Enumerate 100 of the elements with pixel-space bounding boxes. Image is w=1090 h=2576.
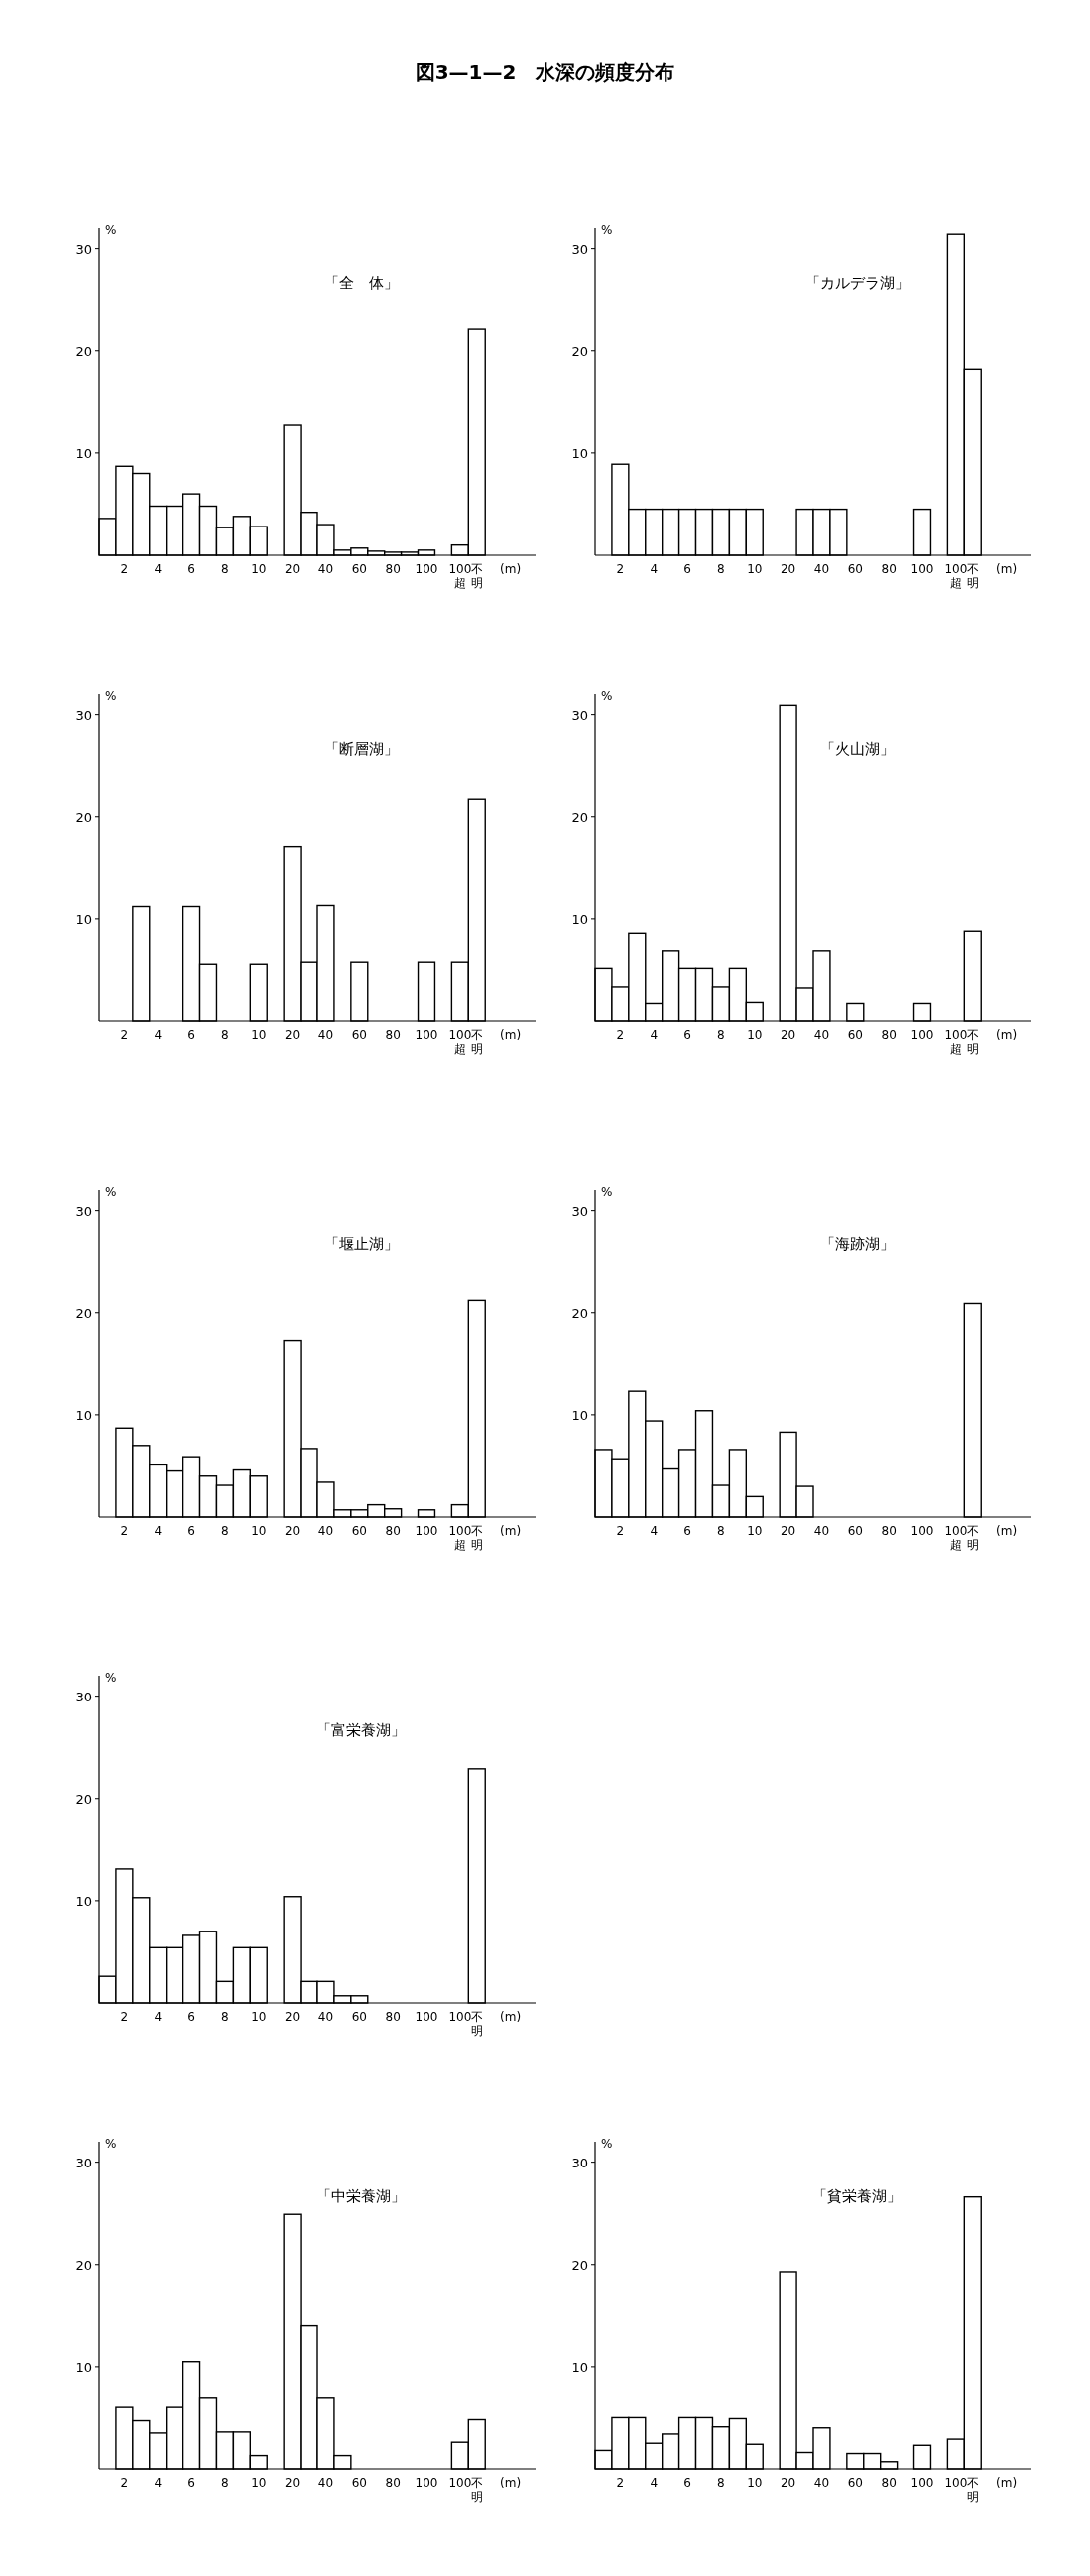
x-axis-title: (m) [500, 1524, 522, 1538]
x-tick-label: 不明 [966, 2476, 979, 2505]
x-tick-label: 80 [385, 2476, 401, 2490]
x-tick-label: 6 [683, 1028, 691, 1042]
x-axis-title: (m) [500, 2010, 522, 2024]
x-tick-label: 40 [813, 2476, 830, 2490]
y-tick-label: 20 [571, 343, 588, 359]
y-tick-label: 30 [571, 2155, 588, 2170]
x-tick-label: 100超 [944, 1028, 968, 1057]
y-tick-label: 20 [571, 1305, 588, 1321]
x-tick-label: 4 [154, 2476, 163, 2490]
x-tick-label: 8 [717, 2476, 725, 2490]
x-tick-label: 4 [650, 1028, 659, 1042]
x-tick-label: 80 [385, 2010, 401, 2024]
x-tick-label: 6 [187, 2476, 195, 2490]
text: 「火山湖」 [819, 740, 895, 758]
x-tick-label: 100 [415, 1524, 438, 1538]
x-tick-label: 20 [780, 562, 796, 576]
x-tick-label: 6 [187, 1028, 195, 1042]
y-tick-label: 20 [75, 809, 92, 825]
y-tick-label: 30 [75, 707, 92, 723]
x-tick-label: 不明 [470, 2010, 483, 2039]
x-tick-label: 不明 [470, 1028, 483, 1057]
y-tick-label: 10 [571, 445, 588, 461]
y-axis-title: % [601, 689, 613, 703]
x-tick-label: 100 [415, 562, 438, 576]
x-tick-label: 100超 [448, 562, 472, 591]
x-tick-label: 2 [616, 2476, 625, 2490]
x-axis-title: (m) [996, 562, 1018, 576]
x-tick-label: 60 [351, 1524, 367, 1538]
x-tick-label: 80 [881, 1028, 897, 1042]
x-tick-label: 100 [910, 1028, 934, 1042]
x-tick-label: 80 [385, 562, 401, 576]
y-tick-label: 10 [571, 1407, 588, 1423]
x-tick-label: 2 [120, 562, 129, 576]
text: 「堰止湖」 [323, 1235, 399, 1253]
x-tick-label: 40 [317, 2010, 334, 2024]
x-tick-label: 100 [910, 562, 934, 576]
y-axis-title: % [601, 2137, 613, 2151]
x-tick-label: 100 [415, 2010, 438, 2024]
y-axis-title: % [105, 223, 117, 237]
x-tick-label: 60 [847, 1028, 863, 1042]
x-tick-label: 60 [847, 562, 863, 576]
y-axis-title: % [105, 689, 117, 703]
x-tick-label: 8 [221, 1028, 229, 1042]
x-tick-label: 60 [847, 1524, 863, 1538]
x-tick-label: 100 [415, 1028, 438, 1042]
x-tick-label: 2 [616, 562, 625, 576]
x-tick-label: 6 [187, 2010, 195, 2024]
y-tick-label: 30 [75, 241, 92, 257]
y-tick-label: 30 [571, 707, 588, 723]
x-tick-label: 80 [881, 1524, 897, 1538]
x-tick-label: 10 [747, 1028, 763, 1042]
y-tick-label: 20 [75, 2257, 92, 2273]
x-axis-title: (m) [500, 562, 522, 576]
x-tick-label: 不明 [470, 1524, 483, 1553]
y-tick-label: 10 [571, 2359, 588, 2375]
x-tick-label: 100 [944, 2476, 968, 2490]
x-tick-label: 2 [120, 1524, 129, 1538]
x-tick-label: 100 [910, 1524, 934, 1538]
x-tick-label: 20 [284, 1524, 301, 1538]
text: 「カルデラ湖」 [804, 274, 909, 292]
x-tick-label: 10 [251, 562, 267, 576]
y-axis-title: % [601, 223, 613, 237]
x-tick-label: 100超 [944, 562, 968, 591]
x-tick-label: 2 [616, 1028, 625, 1042]
y-axis-title: % [105, 1671, 117, 1685]
y-tick-label: 10 [75, 445, 92, 461]
x-tick-label: 8 [717, 1524, 725, 1538]
x-tick-label: 100 [448, 2010, 472, 2024]
x-tick-label: 10 [747, 2476, 763, 2490]
x-tick-label: 20 [284, 2476, 301, 2490]
x-tick-label: 4 [154, 1028, 163, 1042]
x-tick-label: 80 [385, 1524, 401, 1538]
text: 「貧栄養湖」 [812, 2187, 902, 2205]
x-tick-label: 8 [717, 562, 725, 576]
y-tick-label: 30 [571, 1203, 588, 1219]
x-tick-label: 100 [910, 2476, 934, 2490]
y-tick-label: 10 [75, 1407, 92, 1423]
x-axis-title: (m) [996, 2476, 1018, 2490]
x-axis-title: (m) [500, 1028, 522, 1042]
x-tick-label: 60 [847, 2476, 863, 2490]
x-tick-label: 2 [616, 1524, 625, 1538]
x-tick-label: 100超 [944, 1524, 968, 1553]
x-tick-label: 20 [780, 2476, 796, 2490]
x-tick-label: 40 [317, 1028, 334, 1042]
x-tick-label: 10 [251, 1524, 267, 1538]
x-tick-label: 2 [120, 2476, 129, 2490]
x-tick-label: 20 [284, 562, 301, 576]
y-tick-label: 10 [75, 2359, 92, 2375]
y-tick-label: 30 [571, 241, 588, 257]
x-tick-label: 60 [351, 1028, 367, 1042]
x-tick-label: 10 [251, 1028, 267, 1042]
x-tick-label: 6 [187, 562, 195, 576]
x-axis-title: (m) [996, 1028, 1018, 1042]
x-tick-label: 6 [683, 562, 691, 576]
x-tick-label: 40 [317, 562, 334, 576]
x-tick-label: 40 [813, 1524, 830, 1538]
x-tick-label: 4 [650, 2476, 659, 2490]
y-tick-label: 10 [75, 1893, 92, 1909]
